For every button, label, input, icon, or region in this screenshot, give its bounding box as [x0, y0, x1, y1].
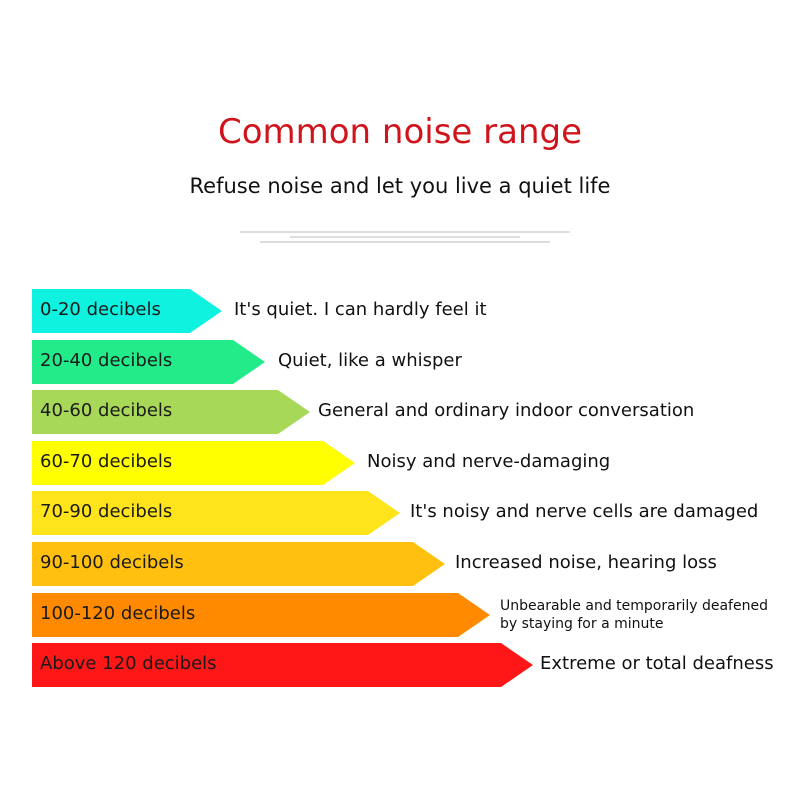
level-range: Above 120 decibels — [40, 653, 217, 675]
level-arrow-shape — [32, 289, 222, 333]
level-arrow-shape — [32, 643, 533, 688]
level-description: Increased noise, hearing loss — [455, 552, 717, 573]
level-range: 40-60 decibels — [40, 400, 173, 422]
level-range: 0-20 decibels — [40, 299, 161, 320]
level-arrow — [32, 390, 310, 435]
level-arrow — [32, 542, 445, 586]
level-description: Unbearable and temporarily deafened by s… — [500, 597, 768, 632]
level-arrow-shape — [32, 592, 490, 637]
level-description: Quiet, like a whisper — [278, 349, 462, 371]
level-range: 90-100 decibels — [40, 552, 184, 573]
page-subtitle: Refuse noise and let you live a quiet li… — [189, 174, 611, 198]
level-arrow-shape — [32, 440, 355, 485]
level-arrow — [32, 440, 355, 485]
level-description: General and ordinary indoor conversation — [318, 400, 695, 422]
level-arrow — [32, 643, 533, 688]
fine-print-decoration — [235, 229, 575, 249]
level-arrow — [32, 592, 490, 637]
level-range: 20-40 decibels — [40, 349, 173, 371]
level-description: Extreme or total deafness — [540, 653, 774, 675]
level-arrow-shape — [32, 390, 310, 435]
level-description: It's noisy and nerve cells are damaged — [410, 501, 759, 523]
level-range: 60-70 decibels — [40, 450, 173, 472]
level-range: 70-90 decibels — [40, 501, 173, 523]
level-range: 100-120 decibels — [40, 602, 196, 624]
level-arrow — [32, 491, 400, 536]
level-description: Noisy and nerve-damaging — [367, 450, 611, 472]
level-arrow-shape — [32, 491, 400, 536]
level-description: It's quiet. I can hardly feel it — [234, 299, 487, 320]
level-arrow-shape — [32, 542, 445, 586]
level-arrow-shape — [32, 339, 265, 384]
level-arrow — [32, 339, 265, 384]
page-title: Common noise range — [217, 112, 583, 152]
level-arrow — [32, 289, 222, 333]
